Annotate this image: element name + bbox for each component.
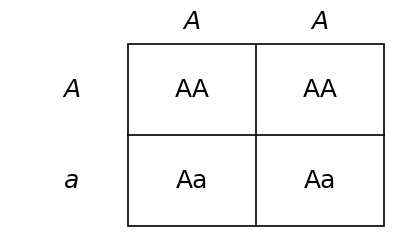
- Text: A: A: [64, 78, 80, 102]
- Text: Aa: Aa: [304, 169, 336, 193]
- Text: AA: AA: [174, 78, 210, 102]
- Text: AA: AA: [302, 78, 338, 102]
- Bar: [128, 44, 384, 226]
- Text: A: A: [184, 10, 200, 34]
- Text: A: A: [312, 10, 328, 34]
- Text: Aa: Aa: [176, 169, 208, 193]
- Text: a: a: [64, 169, 80, 193]
